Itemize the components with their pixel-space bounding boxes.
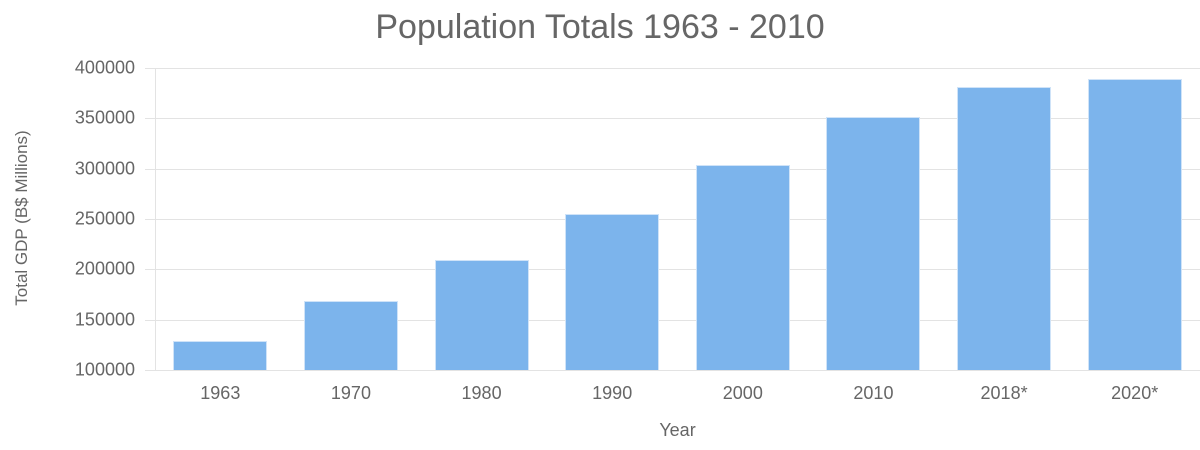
bar-1963[interactable] xyxy=(173,340,268,370)
grid-line xyxy=(145,370,1200,371)
bar-1980[interactable] xyxy=(434,260,529,370)
x-tick-label: 1990 xyxy=(592,383,633,403)
bar-1990[interactable] xyxy=(565,213,660,370)
x-axis-label: Year xyxy=(659,420,696,440)
y-tick-label: 400000 xyxy=(74,57,135,78)
x-tick-label: 2000 xyxy=(722,383,763,403)
y-tick-label: 250000 xyxy=(74,208,135,229)
bar-2020-est[interactable] xyxy=(1087,78,1182,370)
y-tick-label: 300000 xyxy=(74,158,135,179)
grid-line xyxy=(145,269,1200,271)
bar-2000[interactable] xyxy=(695,165,790,370)
x-tick-label: 1970 xyxy=(330,383,371,403)
grid-line xyxy=(145,68,1200,69)
x-tick-label: 2010 xyxy=(853,383,894,403)
y-tick-label: 200000 xyxy=(74,258,135,279)
y-tick-label: 350000 xyxy=(74,107,135,128)
y-tick-label: 150000 xyxy=(74,309,135,330)
chart-title: Population Totals 1963 - 2010 xyxy=(375,8,825,46)
grid-line xyxy=(145,118,1200,120)
grid-line xyxy=(145,219,1200,220)
bar-2010[interactable] xyxy=(826,116,921,370)
x-tick-label: 2018* xyxy=(980,383,1028,403)
grid-line xyxy=(145,319,1200,321)
bar-2018-est[interactable] xyxy=(957,87,1052,370)
bar-1970[interactable] xyxy=(303,301,398,370)
x-tick-label: 1963 xyxy=(200,383,241,403)
x-tick-label: 2020* xyxy=(1111,383,1159,403)
x-tick-label: 1980 xyxy=(461,383,502,403)
plot-area: 400000 350000 300000 250000 200000 150000 1000… xyxy=(75,58,1200,403)
grid-line xyxy=(145,168,1200,170)
y-tick-label: 100000 xyxy=(74,359,135,380)
